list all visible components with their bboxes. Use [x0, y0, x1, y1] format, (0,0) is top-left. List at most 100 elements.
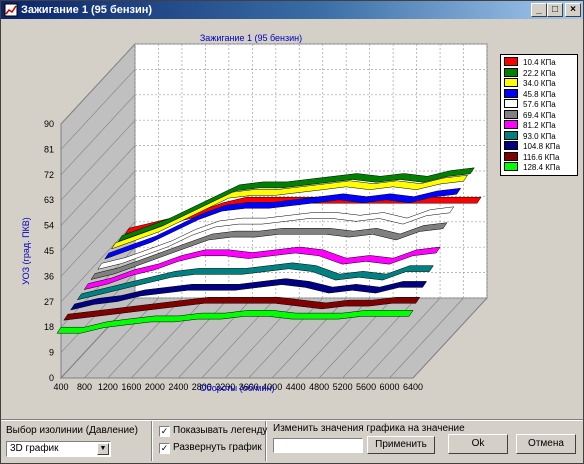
divider [1, 419, 583, 421]
chart-y-tick-label: 36 [44, 271, 54, 281]
chart-x-tick-label: 400 [53, 382, 68, 392]
chart-gridline [412, 297, 488, 379]
chart-gridline [389, 297, 464, 379]
legend-label: 22.2 КПа [523, 68, 556, 78]
legend-swatch [504, 151, 518, 161]
legend-swatch [504, 109, 518, 119]
legend-label: 104.8 КПа [523, 142, 561, 151]
change-value-input[interactable] [273, 438, 363, 453]
chart-gridline [60, 69, 136, 150]
chart-y-tick-label: 45 [44, 246, 54, 256]
expand-chart-label[interactable]: Развернуть график [173, 442, 262, 453]
isoline-select[interactable]: 3D график ▼ [6, 441, 111, 457]
minimize-button[interactable]: _ [531, 3, 547, 17]
legend-swatch [504, 88, 518, 98]
chart-series-ribbon [110, 174, 469, 250]
chart-gridline [60, 221, 136, 303]
chart-x-tick-label: 4800 [309, 382, 329, 392]
legend-label: 128.4 КПа [523, 163, 561, 172]
chart-x-axis-label: Обороты (об/мин) [200, 383, 275, 393]
legend-entry: 93.0 КПа [504, 130, 556, 143]
legend-swatch [504, 141, 518, 151]
legend-swatch [504, 162, 518, 172]
chart-gridline [60, 119, 136, 201]
chart-series-ribbon [63, 297, 421, 321]
chart-gridline [131, 297, 206, 379]
chart-gridline [271, 297, 347, 379]
chart-gridline [60, 94, 136, 176]
chart-x-tick-label: 3600 [239, 382, 259, 392]
legend-entry: 22.2 КПа [504, 67, 556, 80]
chart-gridline [225, 297, 300, 379]
change-values-label: Изменить значения графика на значение [273, 423, 465, 434]
legend-label: 116.6 КПа [523, 152, 560, 162]
legend-label: 45.8 КПа [523, 89, 556, 99]
chart-series-ribbon [83, 246, 441, 290]
chart-x-tick-label: 4400 [286, 382, 306, 392]
chart-title: Зажигание 1 (95 бензин) [200, 33, 302, 43]
chart-gridline [365, 297, 441, 379]
chart-x-tick-label: 3200 [215, 382, 235, 392]
legend-label: 93.0 КПа [523, 131, 556, 141]
chart-series-ribbon [56, 310, 414, 334]
chart-gridline [60, 170, 136, 252]
chart-y-tick-label: 90 [44, 119, 54, 129]
legend-swatch [504, 120, 518, 130]
chart-series-ribbon [104, 187, 462, 260]
chart-gridline [84, 297, 159, 379]
chart-series-ribbon [90, 222, 448, 280]
ok-button[interactable]: Ok [448, 434, 508, 454]
chart-y-tick-label: 18 [44, 322, 54, 332]
legend-swatch [504, 130, 518, 140]
chart-gridline [60, 43, 136, 125]
legend-label: 10.4 КПа [523, 58, 556, 67]
legend-label: 69.4 КПа [523, 110, 556, 120]
chart-x-tick-label: 6400 [403, 382, 423, 392]
chart-y-tick-label: 81 [44, 144, 54, 154]
show-legend-checkbox[interactable]: ✓ [159, 426, 170, 437]
chart-x-tick-label: 2400 [168, 382, 188, 392]
chart-x-tick-label: 4000 [262, 382, 282, 392]
maximize-button[interactable]: □ [547, 3, 563, 17]
legend-entry: 128.4 КПа [504, 162, 561, 174]
chart-x-tick-label: 2800 [192, 382, 212, 392]
chevron-down-icon[interactable]: ▼ [97, 443, 109, 455]
title-bar[interactable]: Зажигание 1 (95 бензин) _ □ × [1, 1, 583, 19]
legend-swatch [504, 57, 518, 67]
chart-series-ribbon [70, 278, 428, 311]
chart-series-ribbon [76, 262, 434, 301]
expand-chart-checkbox[interactable]: ✓ [159, 443, 170, 454]
chart-area: 400 800 1200 1600 2000 2400 2800 3200 3600 4000 44… [21, 33, 489, 393]
legend-swatch [504, 99, 518, 109]
legend-entry: 34.0 КПа [504, 78, 556, 90]
chart-x-tick-label: 6000 [380, 382, 400, 392]
legend-label: 57.6 КПа [523, 100, 556, 109]
chart-gridline [60, 196, 136, 277]
app-icon [4, 3, 18, 17]
chart-y-tick-label: 72 [44, 170, 54, 180]
chart-y-tick-label: 63 [44, 195, 54, 205]
chart-x-tick-label: 5600 [356, 382, 376, 392]
chart-legend: 10.4 КПа 22.2 КПа 34.0 КПа 45.8 КПа 57.6 КПа… [500, 54, 578, 176]
divider [265, 421, 267, 461]
chart-gridline [248, 297, 323, 379]
cancel-button[interactable]: Отмена [516, 434, 576, 454]
isoline-select-label: Выбор изолинии (Давление) [6, 425, 138, 436]
chart-x-tick-label: 800 [77, 382, 92, 392]
apply-button[interactable]: Применить [367, 436, 435, 454]
chart-x-tick-label: 5200 [333, 382, 353, 392]
legend-entry: 116.6 КПа [504, 151, 560, 164]
legend-label: 81.2 КПа [523, 121, 556, 130]
show-legend-label[interactable]: Показывать легенду [173, 425, 268, 436]
chart-gridline [107, 297, 183, 379]
chart-gridline [154, 297, 230, 379]
chart-y-tick-label: 54 [44, 221, 54, 231]
chart-y-tick-label: 9 [49, 348, 54, 358]
legend-entry: 69.4 КПа [504, 109, 556, 122]
legend-swatch [504, 67, 518, 77]
isoline-select-value: 3D график [10, 443, 59, 454]
close-button[interactable]: × [565, 3, 581, 17]
legend-entry: 45.8 КПа [504, 88, 556, 101]
chart-plot: 400 800 1200 1600 2000 2400 2800 3200 3600 4000 44… [44, 42, 489, 392]
